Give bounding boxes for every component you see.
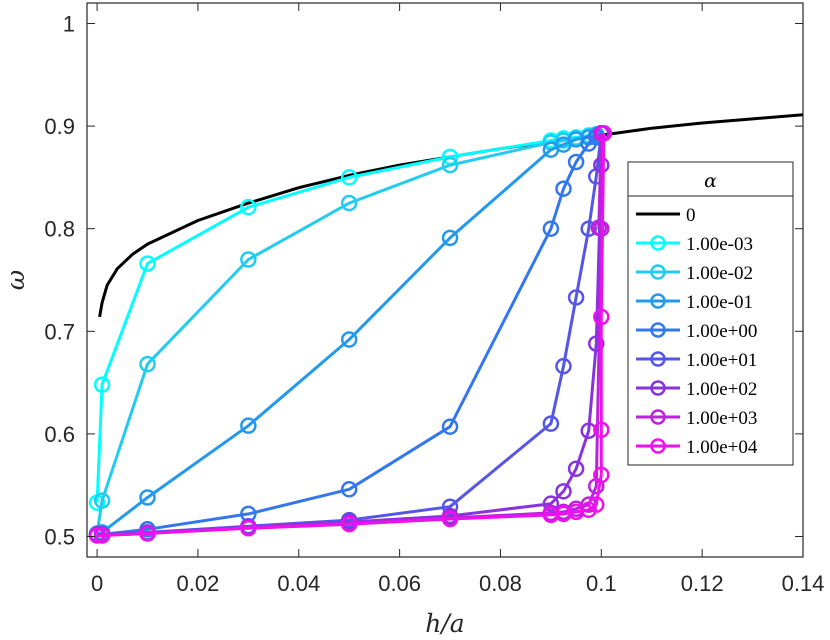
legend-label-1: 1.00e-03 xyxy=(686,234,753,255)
series-7-point-12 xyxy=(590,219,608,236)
legend-label-7: 1.00e+03 xyxy=(686,408,757,429)
series-6-point-9 xyxy=(580,422,597,440)
x-tick-label: 0.08 xyxy=(479,571,522,596)
series-line-0 xyxy=(98,113,803,318)
series-line-extra-8 xyxy=(599,133,606,475)
series-8-point-11 xyxy=(593,466,610,484)
legend-marker-7 xyxy=(650,409,666,425)
series-3-point-5 xyxy=(441,229,459,247)
series-4-point-4 xyxy=(340,481,358,498)
series-6-point-7 xyxy=(555,483,572,500)
x-tick-label: 0.14 xyxy=(782,571,825,596)
series-8-point-12 xyxy=(593,421,610,439)
plot-area xyxy=(88,113,803,544)
series-group xyxy=(88,113,803,544)
series-4-point-5 xyxy=(441,418,459,435)
series-5-point-6 xyxy=(542,415,560,432)
x-tick-label: 0.02 xyxy=(177,571,220,596)
x-tick-label: 0.04 xyxy=(277,571,320,596)
series-4-point-7 xyxy=(555,180,572,197)
series-2-point-4 xyxy=(340,194,358,212)
x-tick-label: 0 xyxy=(91,571,103,596)
series-1-point-4 xyxy=(340,169,358,186)
legend-label-5: 1.00e+01 xyxy=(686,350,757,371)
series-8-point-4 xyxy=(340,515,358,533)
legend-label-3: 1.00e-01 xyxy=(686,292,753,313)
series-8-point-14 xyxy=(595,125,613,142)
y-tick-label: 1 xyxy=(63,12,75,37)
series-line-extra-7 xyxy=(597,133,603,231)
series-6-point-8 xyxy=(567,460,585,478)
y-tick-label: 0.8 xyxy=(44,217,75,242)
legend-marker-5 xyxy=(650,351,666,367)
series-8-point-6 xyxy=(542,506,560,524)
y-axis-label: ω xyxy=(1,270,30,290)
legend-marker-6 xyxy=(650,380,666,396)
series-8-point-13 xyxy=(593,308,610,326)
series-3-point-2 xyxy=(139,489,156,506)
series-2-point-1 xyxy=(93,492,111,509)
series-4-point-6 xyxy=(542,220,560,237)
axes-frame xyxy=(86,2,804,558)
x-tick-label: 0.1 xyxy=(586,571,617,596)
legend-label-2: 1.00e-02 xyxy=(686,263,753,284)
legend-label-0: 0 xyxy=(686,205,696,226)
series-8-point-5 xyxy=(441,510,459,528)
legend-marker-3 xyxy=(650,293,666,309)
series-4-point-8 xyxy=(567,153,585,171)
series-1-point-3 xyxy=(240,198,257,216)
series-2-point-3 xyxy=(240,251,257,268)
series-5-point-8 xyxy=(567,289,585,306)
series-5-point-7 xyxy=(555,357,572,375)
legend-marker-4 xyxy=(650,322,666,338)
series-5-point-5 xyxy=(441,498,459,515)
series-2-point-5 xyxy=(441,156,459,174)
series-1-point-1 xyxy=(93,376,111,393)
legend-marker-8 xyxy=(650,438,666,454)
legend-label-6: 1.00e+02 xyxy=(686,379,757,400)
series-1-point-2 xyxy=(139,255,156,272)
series-6-point-10 xyxy=(588,335,605,352)
y-tick-label: 0.5 xyxy=(44,524,75,549)
series-8-point-3 xyxy=(240,520,257,537)
legend-title: α xyxy=(704,170,717,192)
legend-marker-2 xyxy=(650,264,666,280)
legend-label-8: 1.00e+04 xyxy=(686,437,758,458)
series-3-point-4 xyxy=(340,331,358,348)
series-6-point-6 xyxy=(542,495,560,512)
x-axis-label: h/a xyxy=(425,609,464,638)
x-tick-label: 0.12 xyxy=(681,571,724,596)
y-tick-label: 0.7 xyxy=(44,319,75,344)
legend-marker-1 xyxy=(650,235,666,251)
y-tick-label: 0.6 xyxy=(44,422,75,447)
legend: α0 1.00e-03 1.00e-02 1.00e-01 1.00e+00 1.00e+… xyxy=(627,161,794,466)
series-3-point-3 xyxy=(240,417,257,434)
series-8-point-1 xyxy=(93,527,111,544)
series-8-point-2 xyxy=(139,525,156,542)
series-8-point-0 xyxy=(88,527,106,544)
y-tick-label: 0.9 xyxy=(44,114,75,139)
x-tick-label: 0.06 xyxy=(378,571,421,596)
series-8-point-10 xyxy=(588,496,605,513)
series-2-point-2 xyxy=(139,355,156,373)
series-5-point-9 xyxy=(580,220,597,237)
legend-label-4: 1.00e+00 xyxy=(686,321,757,342)
